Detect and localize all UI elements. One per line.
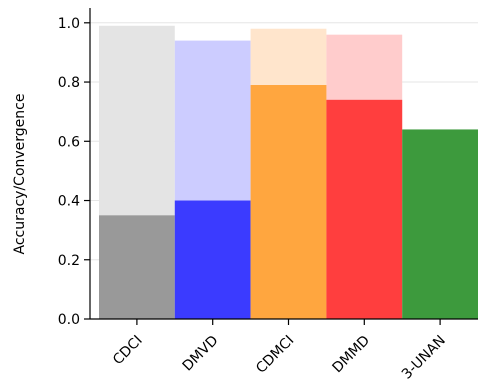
y-tick-label: 0.4 — [58, 194, 80, 210]
y-tick-label: 0.8 — [58, 75, 80, 91]
bar-cdci — [99, 215, 175, 319]
bar-cdmci — [250, 85, 327, 319]
x-tick-label: CDMCI — [253, 333, 297, 377]
x-tick-label: DMVD — [180, 333, 222, 375]
x-tick-label: DMMD — [329, 333, 373, 377]
bar-3-unan — [402, 129, 478, 319]
y-tick-label: 0.2 — [58, 253, 80, 269]
y-axis-label: Accuracy/Convergence — [12, 94, 28, 255]
x-ticks: CDCI DMVD CDMCI DMMD 3-UNAN — [110, 319, 449, 383]
bar-dmvd — [174, 200, 251, 319]
y-tick-label: 1.0 — [58, 16, 80, 32]
x-tick-label: CDCI — [110, 333, 146, 369]
y-tick-label: 0.0 — [58, 312, 80, 328]
bars — [99, 25, 478, 320]
x-tick-label: 3-UNAN — [399, 333, 449, 383]
axes — [89, 8, 478, 320]
y-ticks: 0.0 0.2 0.4 0.6 0.8 1.0 — [58, 16, 90, 328]
bar-dmmd — [326, 99, 403, 319]
y-tick-label: 0.6 — [58, 134, 80, 150]
